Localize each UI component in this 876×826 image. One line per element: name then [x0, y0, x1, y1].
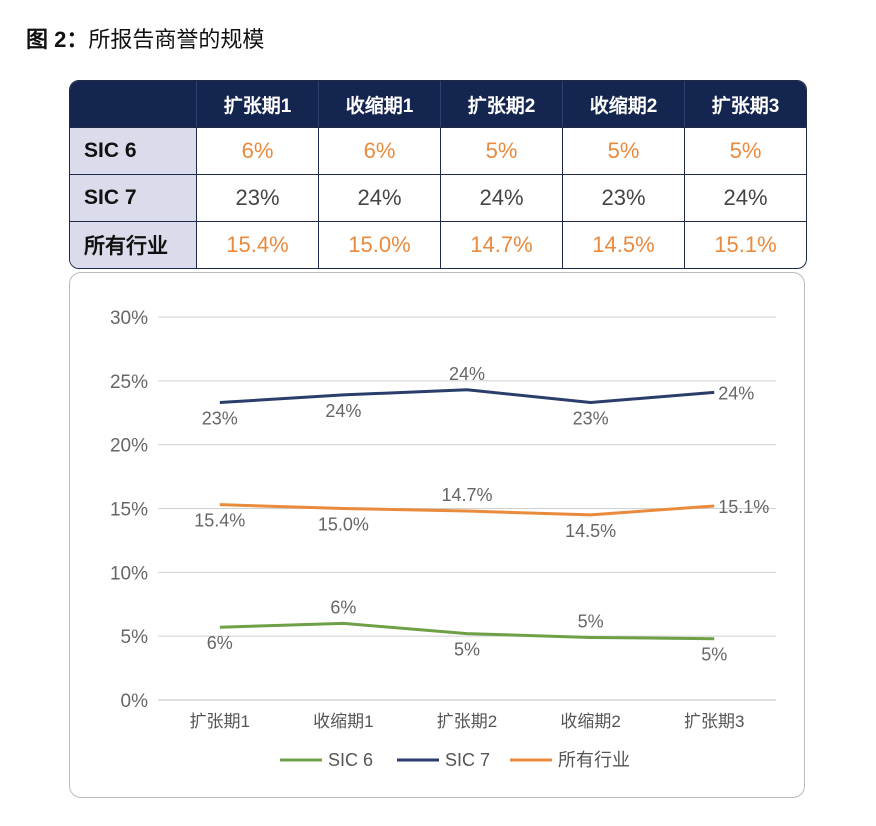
y-tick-label: 5% — [121, 627, 149, 648]
table-cell: 15.1% — [684, 221, 806, 268]
x-tick-label: 扩张期3 — [684, 712, 744, 731]
table-cell: 15.4% — [196, 221, 318, 268]
data-label: 24% — [325, 401, 361, 421]
legend-label: SIC 6 — [328, 750, 373, 770]
y-tick-label: 0% — [121, 691, 149, 712]
x-tick-label: 扩张期2 — [437, 712, 497, 731]
figure-title-text: 所报告商誉的规模 — [88, 27, 265, 52]
data-label: 15.1% — [718, 497, 769, 517]
data-label: 14.7% — [441, 485, 492, 505]
data-label: 23% — [573, 409, 609, 429]
row-header: SIC 6 — [70, 127, 196, 174]
table-cell: 23% — [562, 174, 684, 221]
column-header: 扩张期2 — [440, 81, 562, 127]
table-cell: 5% — [684, 127, 806, 174]
table-cell: 5% — [562, 127, 684, 174]
data-label: 15.4% — [194, 511, 245, 531]
legend-label: SIC 7 — [445, 750, 490, 770]
data-label: 5% — [454, 640, 480, 660]
table-row: SIC 7 23% 24% 24% 23% 24% — [70, 174, 806, 221]
table-cell: 5% — [440, 127, 562, 174]
data-label: 14.5% — [565, 521, 616, 541]
table-cell: 24% — [684, 174, 806, 221]
column-header: 扩张期1 — [196, 81, 318, 127]
column-header: 扩张期3 — [684, 81, 806, 127]
series-line — [219, 621, 715, 641]
y-tick-label: 15% — [110, 500, 148, 521]
table-header-row: 扩张期1 收缩期1 扩张期2 收缩期2 扩张期3 — [70, 81, 806, 127]
table-cell: 6% — [318, 127, 440, 174]
legend-label: 所有行业 — [558, 750, 630, 770]
y-tick-label: 30% — [110, 308, 148, 329]
figure-label: 图 2： — [26, 27, 89, 52]
table-cell: 14.5% — [562, 221, 684, 268]
table-cell: 24% — [318, 174, 440, 221]
column-header: 收缩期2 — [562, 81, 684, 127]
table-row: SIC 6 6% 6% 5% 5% 5% — [70, 127, 806, 174]
x-tick-label: 收缩期2 — [560, 712, 620, 731]
data-label: 23% — [202, 409, 238, 429]
line-chart: 0% 5% 10% 15% 20% 25% 30% 扩张期1 收缩期1 扩张期2 收缩期2 扩张期3 6… — [110, 308, 776, 770]
series-line — [219, 503, 715, 517]
data-label: 24% — [718, 383, 754, 403]
row-header: 所有行业 — [70, 221, 196, 268]
table-cell: 14.7% — [440, 221, 562, 268]
data-label: 15.0% — [318, 515, 369, 535]
row-header: SIC 7 — [70, 174, 196, 221]
figure-title: 图 2：所报告商誉的规模 — [26, 22, 264, 54]
x-tick-label: 扩张期1 — [190, 712, 250, 731]
data-label: 5% — [578, 611, 604, 631]
table-cell: 6% — [196, 127, 318, 174]
table-corner-cell — [70, 81, 196, 127]
table-cell: 23% — [196, 174, 318, 221]
y-tick-label: 25% — [110, 372, 148, 393]
line-chart-panel: 0% 5% 10% 15% 20% 25% 30% 扩张期1 收缩期1 扩张期2 收缩期2 扩张期3 6… — [69, 272, 805, 798]
table-cell: 15.0% — [318, 221, 440, 268]
summary-table: 扩张期1 收缩期1 扩张期2 收缩期2 扩张期3 SIC 6 6% 6% 5% … — [69, 80, 807, 269]
y-tick-label: 10% — [110, 563, 148, 584]
series-line — [219, 388, 715, 405]
data-label: 6% — [330, 597, 356, 617]
y-tick-label: 20% — [110, 436, 148, 457]
table-cell: 24% — [440, 174, 562, 221]
x-tick-label: 收缩期1 — [313, 712, 373, 731]
data-label: 6% — [207, 633, 233, 653]
data-label: 5% — [701, 645, 727, 665]
column-header: 收缩期1 — [318, 81, 440, 127]
data-label: 24% — [449, 364, 485, 384]
table-row: 所有行业 15.4% 15.0% 14.7% 14.5% 15.1% — [70, 221, 806, 268]
